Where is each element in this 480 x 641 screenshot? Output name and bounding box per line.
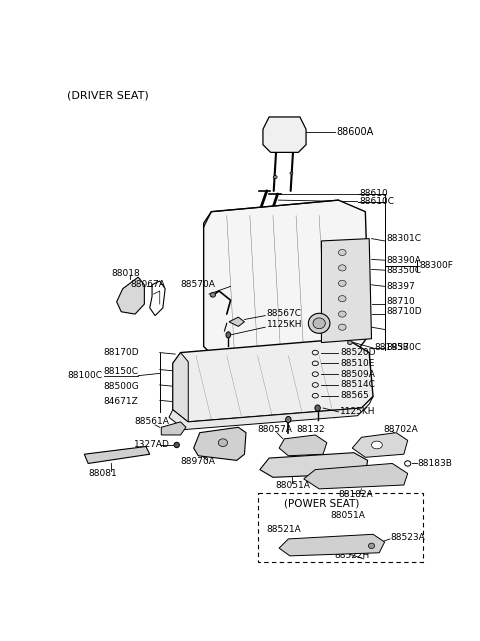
- Polygon shape: [279, 435, 327, 456]
- Ellipse shape: [273, 176, 277, 179]
- Text: 1125KH: 1125KH: [340, 408, 375, 417]
- Polygon shape: [173, 353, 188, 422]
- Text: 88702A: 88702A: [383, 425, 418, 434]
- Polygon shape: [263, 117, 306, 153]
- Polygon shape: [229, 317, 244, 326]
- Text: 88195B: 88195B: [374, 344, 409, 353]
- Text: 88057A: 88057A: [258, 425, 292, 434]
- Ellipse shape: [218, 439, 228, 447]
- Polygon shape: [304, 463, 408, 489]
- Text: 88514C: 88514C: [340, 380, 375, 390]
- Text: 88183B: 88183B: [418, 459, 453, 468]
- Text: 88150C: 88150C: [104, 367, 139, 376]
- Polygon shape: [352, 433, 408, 457]
- Polygon shape: [322, 238, 372, 342]
- Text: 88390A: 88390A: [386, 256, 421, 265]
- Ellipse shape: [226, 332, 230, 338]
- Text: 88081: 88081: [88, 469, 117, 478]
- Text: 88051A: 88051A: [331, 512, 366, 520]
- Text: 88600A: 88600A: [336, 128, 373, 137]
- Text: 1125KH: 1125KH: [267, 320, 302, 329]
- Ellipse shape: [315, 405, 320, 411]
- Text: 88509A: 88509A: [340, 370, 375, 379]
- Text: (DRIVER SEAT): (DRIVER SEAT): [67, 91, 149, 101]
- Text: 88523A: 88523A: [391, 533, 425, 542]
- Text: 88051A: 88051A: [275, 481, 310, 490]
- Text: 88522H: 88522H: [335, 551, 370, 560]
- Text: 88610C: 88610C: [359, 197, 394, 206]
- Ellipse shape: [369, 543, 374, 549]
- Text: 88182A: 88182A: [338, 490, 373, 499]
- Text: 88567C: 88567C: [267, 309, 302, 318]
- Polygon shape: [204, 200, 369, 362]
- Ellipse shape: [174, 442, 180, 447]
- Text: 88510E: 88510E: [340, 359, 374, 368]
- Text: 88100C: 88100C: [67, 371, 102, 380]
- Text: 88067A: 88067A: [131, 280, 166, 289]
- Text: 88301C: 88301C: [386, 234, 421, 243]
- Text: 88521A: 88521A: [267, 525, 301, 534]
- Ellipse shape: [313, 318, 325, 329]
- Text: 88970A: 88970A: [180, 458, 216, 467]
- Polygon shape: [193, 428, 246, 460]
- Ellipse shape: [286, 417, 291, 422]
- Polygon shape: [84, 447, 150, 463]
- Polygon shape: [279, 535, 384, 556]
- Ellipse shape: [338, 296, 346, 302]
- Ellipse shape: [290, 172, 293, 174]
- Text: 88565: 88565: [340, 391, 369, 400]
- Text: 88300F: 88300F: [419, 261, 453, 270]
- Text: 88370C: 88370C: [386, 344, 421, 353]
- Polygon shape: [117, 277, 144, 314]
- Ellipse shape: [338, 249, 346, 256]
- Text: 88710D: 88710D: [386, 307, 422, 316]
- Text: 88710: 88710: [386, 297, 415, 306]
- Ellipse shape: [372, 441, 382, 449]
- Text: 88018: 88018: [111, 269, 140, 278]
- Ellipse shape: [308, 313, 330, 333]
- Text: 88132: 88132: [296, 425, 324, 434]
- Text: 88397: 88397: [386, 282, 415, 291]
- Polygon shape: [260, 453, 368, 478]
- Text: 84671Z: 84671Z: [104, 397, 138, 406]
- Text: 88610: 88610: [359, 190, 388, 199]
- Ellipse shape: [348, 340, 352, 344]
- Ellipse shape: [338, 265, 346, 271]
- Ellipse shape: [210, 292, 216, 297]
- Text: 88570A: 88570A: [180, 280, 216, 289]
- Polygon shape: [173, 338, 373, 422]
- Text: 1327AD: 1327AD: [134, 440, 170, 449]
- Text: 88350C: 88350C: [386, 267, 421, 276]
- Ellipse shape: [338, 324, 346, 330]
- Polygon shape: [161, 422, 186, 435]
- Polygon shape: [169, 397, 373, 429]
- Text: 88561A: 88561A: [134, 417, 169, 426]
- Ellipse shape: [338, 311, 346, 317]
- Text: 88170D: 88170D: [104, 348, 139, 357]
- Ellipse shape: [338, 280, 346, 287]
- Text: 88500G: 88500G: [104, 382, 139, 391]
- Text: 88520D: 88520D: [340, 348, 375, 357]
- Text: (POWER SEAT): (POWER SEAT): [285, 499, 360, 508]
